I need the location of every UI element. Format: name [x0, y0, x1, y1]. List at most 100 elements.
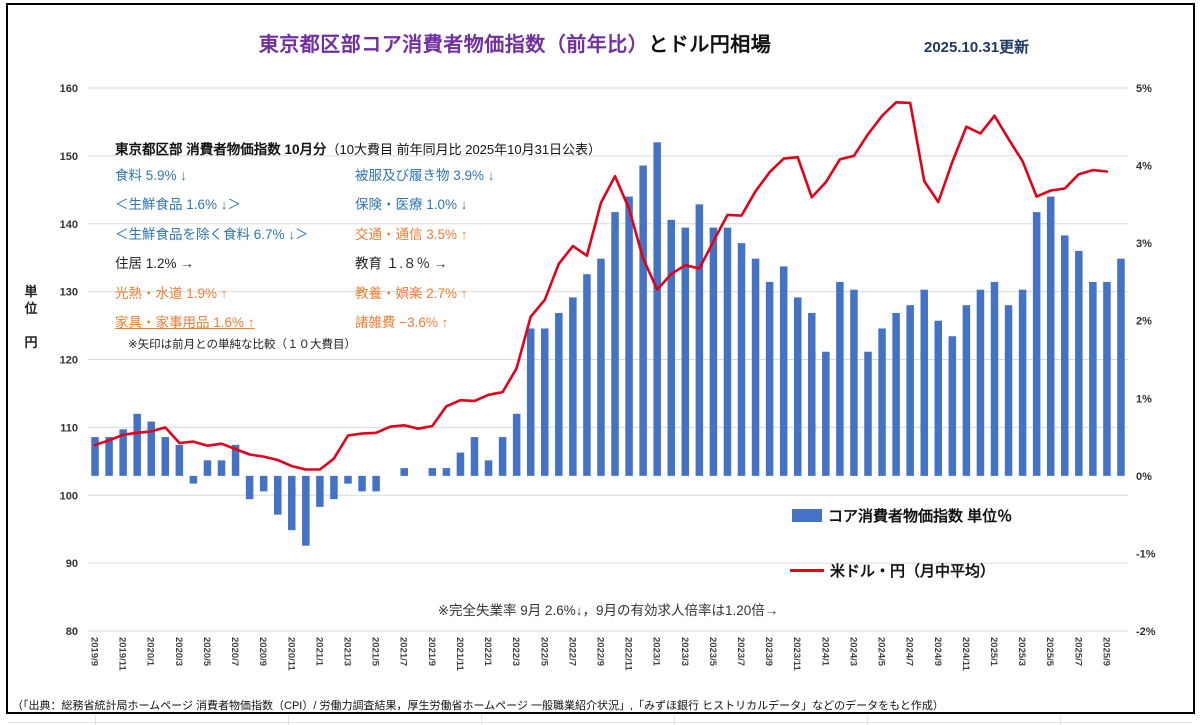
x-axis-label: 2024/1 [819, 637, 830, 667]
cpi-bar [428, 468, 437, 476]
x-axis-label: 2020/7 [229, 637, 240, 666]
spreadsheet-gridline-hint [1060, 714, 1061, 725]
cpi-bar [611, 212, 619, 476]
x-axis-label: 2025/5 [1044, 637, 1055, 667]
cpi-bar [288, 475, 296, 531]
cpi-category-right-3: 教育 １.８％ → [355, 256, 448, 272]
spreadsheet-gridline-hint [288, 714, 289, 725]
cpi-note-heading: 東京都区部 消費者物価指数 10月分（10大費目 前年同月比 2025年10月3… [115, 138, 601, 158]
x-axis-label: 2023/9 [763, 637, 774, 666]
y-axis-tick-right: 1% [1136, 393, 1152, 405]
x-axis-label: 2025/9 [1100, 637, 1111, 666]
cpi-bar [1018, 289, 1027, 476]
cpi-bar [808, 312, 816, 476]
spreadsheet-gridline-hint [674, 714, 675, 725]
updated-date-label: 2025.10.31更新 [924, 39, 1030, 56]
x-axis-label: 2022/11 [623, 637, 634, 672]
cpi-bar [1075, 250, 1083, 476]
y-axis-tick-left: 80 [66, 626, 78, 638]
y-axis-tick-left: 90 [66, 558, 78, 570]
y-axis-tick-left: 120 [60, 355, 78, 367]
cpi-bar [836, 281, 844, 476]
y-axis-tick-right: 3% [1136, 238, 1152, 250]
cpi-bar [217, 460, 226, 476]
cpi-bar [920, 289, 928, 476]
source-attribution: （「出典：総務省統計局ホームページ 消費者物価指数（CPI）/ 労働力調査結果，… [12, 700, 944, 712]
cpi-bar [695, 204, 704, 476]
cpi-bar [667, 219, 675, 476]
cpi-bar [189, 475, 198, 484]
cpi-bar [1032, 212, 1041, 476]
x-axis-label: 2021/11 [454, 637, 465, 672]
cpi-bar [273, 475, 282, 515]
y-axis-tick-right: -2% [1136, 626, 1156, 638]
x-axis-label: 2023/7 [735, 637, 746, 666]
page-title-suffix: とドル円相場 [648, 34, 772, 56]
cpi-bar [653, 142, 661, 476]
page-title-main: 東京都区部コア消費者物価指数（前年比） [258, 34, 649, 56]
cpi-bar [639, 165, 647, 476]
cpi-bar [779, 266, 788, 476]
cpi-bar [344, 475, 352, 484]
spreadsheet-gridline-hint [95, 714, 96, 725]
y-axis-tick-left: 150 [60, 151, 78, 163]
cpi-bar [597, 258, 605, 476]
cpi-bar [245, 475, 254, 500]
x-axis-label: 2019/9 [89, 637, 100, 666]
cpi-category-left-1: ＜生鮮食品 1.6% ↓＞ [115, 197, 242, 213]
x-axis-label: 2020/11 [285, 637, 296, 672]
spreadsheet-gridline-hint [481, 714, 482, 725]
y-axis-tick-left: 140 [60, 219, 78, 231]
y-axis-tick-left: 100 [60, 490, 78, 502]
cpi-bar [442, 468, 451, 476]
cpi-bar [105, 437, 113, 476]
cpi-category-left-0: 食料 5.9% ↓ [115, 168, 188, 183]
y-axis-tick-right: -1% [1136, 548, 1156, 560]
cpi-bar [934, 320, 943, 476]
cpi-category-left-4: 光熱・水道 1.9% ↑ [115, 285, 228, 301]
cpi-bar [793, 297, 802, 476]
cpi-bar [133, 413, 141, 476]
cpi-category-left-3: 住居 1.2% → [115, 256, 194, 272]
cpi-bar [1117, 258, 1125, 476]
x-axis-label: 2021/5 [370, 637, 381, 667]
cpi-category-right-0: 被服及び履き物 3.9% ↓ [355, 168, 495, 183]
cpi-bar [906, 305, 914, 476]
x-axis-label: 2022/9 [594, 637, 605, 666]
cpi-bar [316, 475, 324, 507]
cpi-bar [147, 421, 155, 476]
x-axis-label: 2024/9 [932, 637, 943, 666]
cpi-bar [583, 274, 591, 476]
cpi-note-heading-rest: （10大費目 前年同月比 2025年10月31日公表） [326, 142, 602, 157]
cpi-bar [737, 243, 746, 476]
cpi-bar [541, 328, 549, 476]
cpi-bar [878, 328, 886, 476]
x-axis-label: 2025/7 [1072, 637, 1083, 666]
cpi-bar [1004, 305, 1013, 476]
x-axis-label: 2021/1 [313, 637, 324, 667]
cpi-bar [1103, 281, 1111, 476]
x-axis-label: 2025/1 [988, 637, 999, 667]
cpi-category-right-1: 保険・医療 1.0% ↓ [355, 197, 468, 213]
page-title: 東京都区部コア消費者物価指数（前年比）とドル円相場 [100, 28, 930, 57]
cpi-category-right-5: 諸雑費 −3.6% ↑ [355, 315, 449, 330]
cpi-bar [91, 437, 99, 476]
legend-item-cpi-bars: コア消費者物価指数 単位％ [792, 505, 1012, 526]
cpi-bar [681, 227, 690, 476]
x-axis-label: 2020/3 [173, 637, 184, 666]
cpi-category-right-2: 交通・通信 3.5% ↑ [355, 226, 468, 242]
x-axis-label: 2024/11 [960, 637, 971, 672]
cpi-bar [400, 468, 408, 476]
bar-series-swatch [792, 509, 822, 522]
x-axis-label: 2021/9 [426, 637, 437, 666]
y-axis-tick-right: 0% [1136, 471, 1152, 483]
y-axis-tick-left: 160 [60, 83, 78, 95]
spreadsheet-gridline-hint [8, 722, 1192, 723]
x-axis-label: 2023/5 [707, 637, 718, 667]
unemployment-note: ※完全失業率 9月 2.6%↓，9月の有効求人倍率は1.20倍→ [437, 603, 779, 618]
cpi-bar [976, 289, 985, 476]
x-axis-label: 2024/5 [876, 637, 887, 667]
cpi-category-right-4: 教養・娯楽 2.7% ↑ [355, 285, 468, 301]
x-axis-label: 2020/5 [201, 637, 212, 667]
cpi-bar [456, 452, 465, 476]
